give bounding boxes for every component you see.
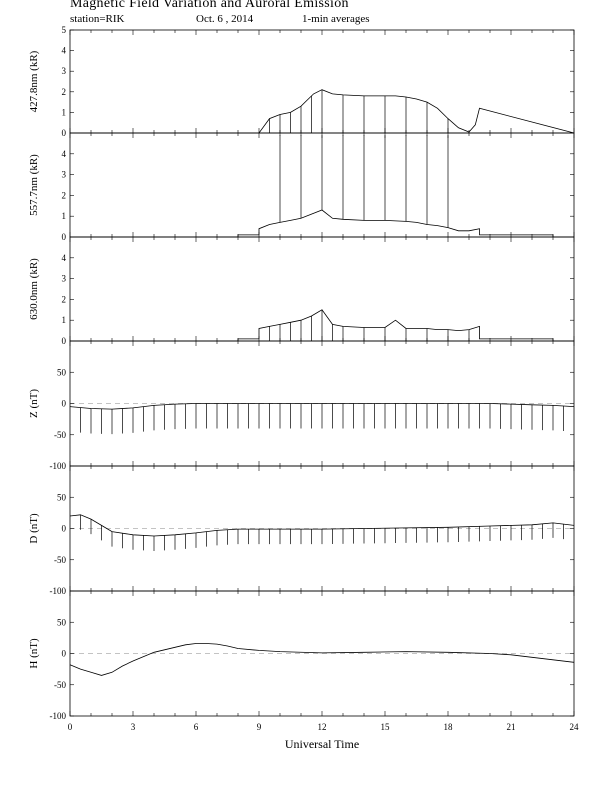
y-tick-label: 1 [62,107,67,117]
y-tick-label: -50 [54,555,66,565]
averaging-label: 1-min averages [302,13,370,25]
y-tick-label: 0 [62,232,67,242]
date-label: Oct. 6 , 2014 [196,13,254,25]
y-axis-label: 427.8nm (kR) [28,50,40,112]
y-tick-label: 0 [62,336,67,346]
y-tick-label: 1 [62,211,67,221]
panel-4: -100 -50 0 50 Z (nT) [28,340,575,471]
y-tick-label: 4 [62,46,67,56]
y-tick-label: 3 [62,170,67,180]
station-label: station=RIK [70,13,125,25]
series-line [70,209,574,238]
y-axis-label: D (nT) [28,513,40,544]
y-tick-label: 50 [57,617,67,627]
page-title: Magnetic Field Variation and Auroral Emi… [70,0,349,11]
series-line [70,309,574,342]
y-tick-label: -100 [50,711,67,721]
y-tick-label: 3 [62,274,67,284]
x-tick-label: 15 [381,722,391,732]
panel-2: 0 1 2 3 4 557.7nm (kR) [28,132,575,242]
series-line [69,643,575,676]
y-tick-label: 0 [62,128,67,138]
y-tick-label: 0 [62,524,67,534]
x-tick-label: 18 [444,722,454,732]
x-axis-label: Universal Time [285,737,359,751]
y-tick-label: 4 [62,149,67,159]
x-tick-label: 12 [318,722,327,732]
x-tick-label: 24 [570,722,580,732]
y-axis-label: H (nT) [28,638,40,669]
panel-5: -100 -50 0 50 D (nT) [28,465,575,596]
y-axis-label: 630.0nm (kR) [28,258,40,320]
y-tick-label: -50 [54,680,66,690]
y-axis-label: 557.7nm (kR) [28,154,40,216]
y-tick-label: 5 [62,25,67,35]
y-tick-label: 50 [57,492,67,502]
y-tick-label: -50 [54,430,66,440]
y-axis-label: Z (nT) [28,389,40,418]
y-tick-label: 0 [62,399,67,409]
y-tick-label: 2 [62,190,67,200]
y-tick-label: 0 [62,649,67,659]
y-tick-label: 2 [62,87,67,97]
panel-6: -100 -50 0 50 H (nT) 0 3 6 9 12 15 18 21 24 Universal … [28,590,580,751]
y-tick-label: 3 [62,66,67,76]
y-tick-label: -100 [50,461,67,471]
x-tick-label: 9 [257,722,262,732]
y-tick-label: 1 [62,315,67,325]
panel-1: 0 1 2 3 4 5 427.8nm (kR) [28,25,575,138]
x-tick-label: 6 [194,722,199,732]
series-line [70,89,575,134]
y-tick-label: 4 [62,253,67,263]
y-tick-label: -100 [50,586,67,596]
y-tick-label: 2 [62,294,67,304]
x-tick-label: 0 [68,722,73,732]
x-tick-label: 21 [507,722,516,732]
y-tick-label: 50 [57,367,67,377]
panel-3: 0 1 2 3 4 630.0nm (kR) [28,236,575,346]
x-tick-label: 3 [131,722,136,732]
